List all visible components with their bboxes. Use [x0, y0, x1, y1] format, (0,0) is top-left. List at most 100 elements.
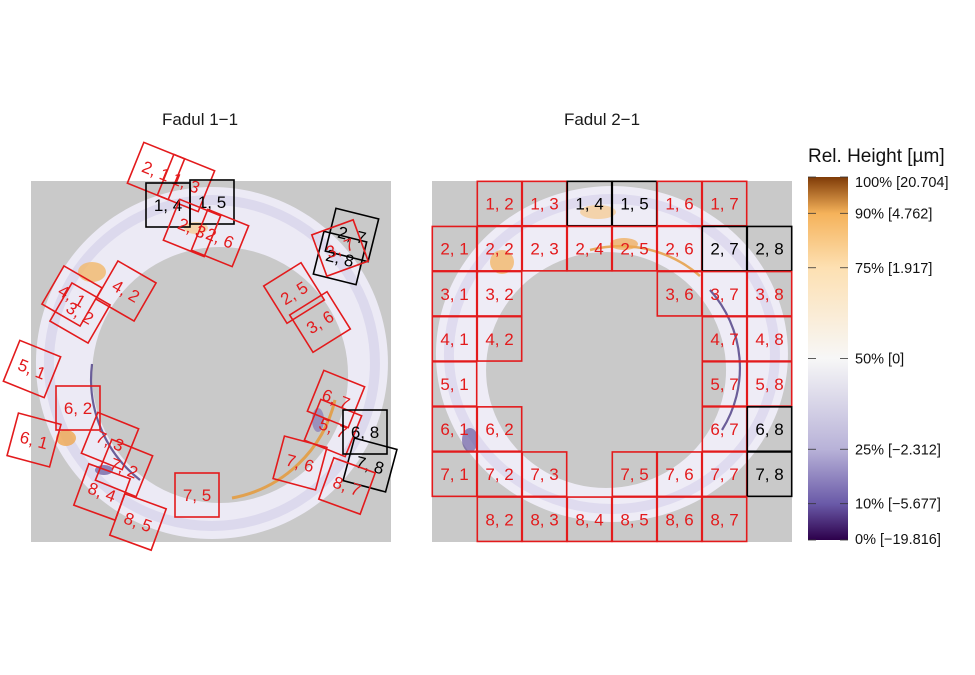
ring-edge-orange-right	[589, 244, 701, 277]
colorbar-tick-label: 50% [0]	[855, 352, 904, 368]
right-cell-label: 6, 2	[485, 420, 513, 439]
right-cell-label: 1, 6	[665, 195, 693, 214]
left-cell-box	[262, 261, 326, 325]
right-cell-8-7: 8, 7	[701, 496, 748, 543]
right-cell-label: 7, 2	[485, 465, 513, 484]
right-cell-label: 6, 1	[440, 420, 468, 439]
right-cell-box	[701, 496, 748, 543]
right-cell-label: 1, 4	[575, 195, 603, 214]
right-cell-label: 4, 7	[710, 330, 738, 349]
colorbar-tick-label: 0% [−19.816]	[855, 532, 941, 548]
colorbar-tick-label: 90% [4.762]	[855, 206, 932, 222]
orange-spot-right-3	[610, 238, 638, 250]
ring-edge-orange-left	[231, 399, 337, 500]
left-cell-7-5: 7, 5	[174, 472, 220, 518]
orange-spot-left-2	[56, 430, 76, 446]
left-cell-box	[190, 208, 250, 268]
right-cell-label: 8, 4	[575, 510, 603, 529]
right-cell-label: 8, 2	[485, 510, 513, 529]
colorbar-tick-label: 75% [1.917]	[855, 261, 932, 277]
panel-right-cells: 1, 2 1, 3 1, 4 1, 5 1, 6 1, 7 2, 1 2, 2 2, 3 2, 4…	[431, 180, 793, 543]
left-cell-box	[342, 437, 398, 493]
left-cell-box	[6, 412, 62, 468]
purple-spot-right-1	[462, 428, 478, 452]
right-cell-4-2: 4, 2	[476, 315, 523, 362]
right-cell-label: 3, 7	[710, 285, 738, 304]
right-cell-label: 2, 3	[530, 240, 558, 259]
right-cell-label: 6, 8	[755, 420, 783, 439]
right-cell-label: 7, 1	[440, 465, 468, 484]
left-cell-box	[48, 281, 112, 345]
right-cell-label: 7, 6	[665, 465, 693, 484]
right-cell-box	[476, 315, 523, 362]
right-cell-label: 2, 2	[485, 240, 513, 259]
orange-spot-left-1	[78, 262, 106, 282]
right-cell-label: 8, 7	[710, 510, 738, 529]
left-cell-box	[40, 264, 104, 328]
panel-right-title: Fadul 2−1	[564, 110, 640, 129]
right-cell-label: 2, 8	[755, 240, 783, 259]
right-cell-label: 2, 4	[575, 240, 603, 259]
ring-edge-dark-right	[709, 289, 741, 431]
left-cell-label: 6, 2	[64, 399, 92, 418]
colorbar-ticks: 100% [20.704] 90% [4.762] 75% [1.917] 50% […	[808, 175, 949, 548]
right-cell-box	[746, 451, 793, 498]
left-cell-box	[2, 339, 62, 399]
left-cell-label: 7, 5	[183, 486, 211, 505]
left-cell-box	[80, 411, 140, 471]
colorbar-title: Rel. Height [µm]	[808, 146, 945, 167]
left-cell-label: 1, 5	[198, 193, 226, 212]
left-cell-box	[162, 198, 222, 258]
right-cell-7-8: 7, 8	[746, 451, 793, 498]
right-cell-label: 3, 1	[440, 285, 468, 304]
right-cell-label: 7, 3	[530, 465, 558, 484]
right-cell-label: 3, 6	[665, 285, 693, 304]
right-cell-label: 1, 3	[530, 195, 558, 214]
panel-right: Fadul 2−1 1, 2 1, 3 1, 4 1, 5 1, 6 1, 7 2, 1 2,…	[431, 110, 793, 543]
panel-left-title: Fadul 1−1	[162, 110, 238, 129]
left-cell-box	[94, 438, 154, 498]
right-cell-label: 2, 1	[440, 240, 468, 259]
right-cell-label: 7, 8	[755, 465, 783, 484]
left-cell-box	[342, 409, 388, 455]
colorbar-tick-label: 25% [−2.312]	[855, 442, 941, 458]
left-cell-box	[310, 218, 370, 278]
right-cell-label: 7, 5	[620, 465, 648, 484]
right-cell-label: 8, 3	[530, 510, 558, 529]
left-cell-box	[324, 207, 380, 263]
left-cell-box	[126, 141, 186, 201]
left-cell-box	[94, 259, 158, 323]
left-cell-box	[303, 398, 363, 458]
left-cell-box	[317, 456, 377, 516]
colorbar-tick-label: 100% [20.704]	[855, 175, 949, 191]
colorbar-tick-label: 10% [−5.677]	[855, 497, 941, 513]
right-cell-label: 5, 1	[440, 375, 468, 394]
right-cell-label: 8, 6	[665, 510, 693, 529]
left-cell-box	[189, 179, 235, 225]
left-cell-6-2: 6, 2	[55, 385, 101, 431]
right-cell-label: 2, 7	[710, 240, 738, 259]
right-cell-label: 4, 2	[485, 330, 513, 349]
left-cell-label: 6, 8	[351, 423, 379, 442]
right-cell-label: 2, 5	[620, 240, 648, 259]
left-cell-box	[288, 290, 352, 354]
left-cell-box	[108, 492, 168, 552]
left-cell-box	[174, 472, 220, 518]
right-cell-label: 3, 8	[755, 285, 783, 304]
right-cell-label: 7, 7	[710, 465, 738, 484]
right-cell-label: 3, 2	[485, 285, 513, 304]
panel-left: Fadul 1−1 2, 11, 31, 4 1, 52, 32, 6 2, 72,…	[2, 110, 398, 552]
right-cell-label: 4, 1	[440, 330, 468, 349]
left-cell-box	[306, 369, 366, 429]
right-cell-label: 1, 7	[710, 195, 738, 214]
breech-face-ring-right	[435, 186, 788, 522]
right-cell-label: 6, 7	[710, 420, 738, 439]
left-cell-box	[55, 385, 101, 431]
left-cell-1-5: 1, 5	[189, 179, 235, 225]
colorbar-legend: Rel. Height [µm] 100% [20.704] 90% [4.762…	[808, 146, 949, 548]
right-cell-label: 8, 5	[620, 510, 648, 529]
right-cell-label: 1, 2	[485, 195, 513, 214]
orange-spot-right-2	[580, 205, 616, 219]
right-cell-label: 5, 7	[710, 375, 738, 394]
